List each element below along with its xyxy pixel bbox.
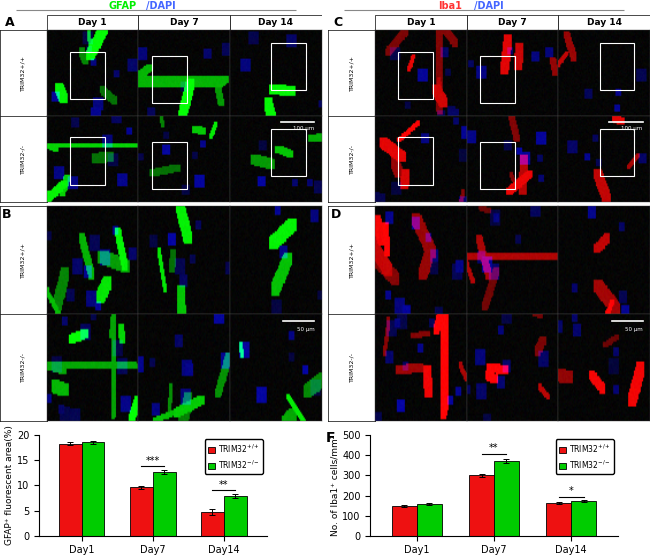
Text: **: ** — [219, 480, 229, 490]
Bar — [152, 142, 187, 189]
Text: A: A — [5, 16, 14, 29]
Bar — [271, 129, 306, 176]
Text: TRIM32-/-: TRIM32-/- — [349, 352, 354, 382]
Text: TRIM32-/-: TRIM32-/- — [21, 352, 26, 382]
Text: *: * — [569, 485, 573, 496]
Bar — [480, 142, 515, 189]
Text: 100 μm: 100 μm — [621, 126, 643, 131]
Bar — [82, 442, 105, 536]
Bar — [70, 51, 105, 99]
Text: ***: *** — [146, 456, 160, 465]
Bar — [494, 461, 519, 536]
Bar — [230, 15, 322, 30]
Text: Day 7: Day 7 — [170, 18, 199, 27]
Bar — [224, 496, 246, 536]
Bar — [599, 43, 634, 90]
Bar — [547, 503, 571, 536]
Text: TRIM32+/+: TRIM32+/+ — [21, 242, 26, 278]
Bar — [398, 51, 433, 99]
Text: F: F — [326, 431, 335, 445]
Text: 50 μm: 50 μm — [625, 326, 643, 331]
Text: Day 7: Day 7 — [498, 18, 527, 27]
Text: /DAPI: /DAPI — [146, 1, 176, 11]
Text: TRIM32+/+: TRIM32+/+ — [21, 55, 26, 91]
Bar — [599, 129, 634, 176]
Text: **: ** — [489, 443, 499, 453]
Text: Iba1: Iba1 — [439, 1, 462, 11]
Bar — [130, 488, 153, 536]
Text: TRIM32+/+: TRIM32+/+ — [349, 242, 354, 278]
Bar — [271, 43, 306, 90]
Legend: TRIM32$^{+/+}$, TRIM32$^{-/-}$: TRIM32$^{+/+}$, TRIM32$^{-/-}$ — [556, 439, 614, 474]
Bar — [558, 15, 650, 30]
Bar — [398, 137, 433, 185]
Text: TRIM32-/-: TRIM32-/- — [21, 144, 26, 174]
Text: B: B — [3, 208, 12, 222]
Bar — [392, 506, 417, 536]
Text: 100 μm: 100 μm — [293, 126, 315, 131]
Bar — [469, 475, 494, 536]
Text: Day 14: Day 14 — [587, 18, 621, 27]
Bar — [153, 472, 176, 536]
Text: Day 1: Day 1 — [406, 18, 436, 27]
Text: TRIM32-/-: TRIM32-/- — [349, 144, 354, 174]
Bar — [480, 56, 515, 103]
Text: Day 1: Day 1 — [78, 18, 107, 27]
Text: D: D — [331, 208, 341, 222]
Bar — [70, 137, 105, 185]
Bar — [152, 56, 187, 103]
Text: C: C — [333, 16, 342, 29]
Text: GFAP: GFAP — [108, 1, 136, 11]
Bar — [417, 504, 441, 536]
Text: TRIM32+/+: TRIM32+/+ — [349, 55, 354, 91]
Text: 50 μm: 50 μm — [296, 326, 315, 331]
Bar — [375, 15, 467, 30]
Text: /DAPI: /DAPI — [474, 1, 504, 11]
Bar — [201, 512, 224, 536]
Bar — [467, 15, 558, 30]
Bar — [571, 501, 596, 536]
Bar — [59, 444, 82, 536]
Y-axis label: GFAP⁺ fluorescent area(%): GFAP⁺ fluorescent area(%) — [5, 426, 14, 545]
Legend: TRIM32$^{+/+}$, TRIM32$^{-/-}$: TRIM32$^{+/+}$, TRIM32$^{-/-}$ — [205, 439, 263, 474]
Bar — [138, 15, 230, 30]
Bar — [47, 15, 138, 30]
Text: Day 14: Day 14 — [259, 18, 293, 27]
Y-axis label: No. of Iba1⁺ cells/mm²: No. of Iba1⁺ cells/mm² — [330, 435, 339, 536]
